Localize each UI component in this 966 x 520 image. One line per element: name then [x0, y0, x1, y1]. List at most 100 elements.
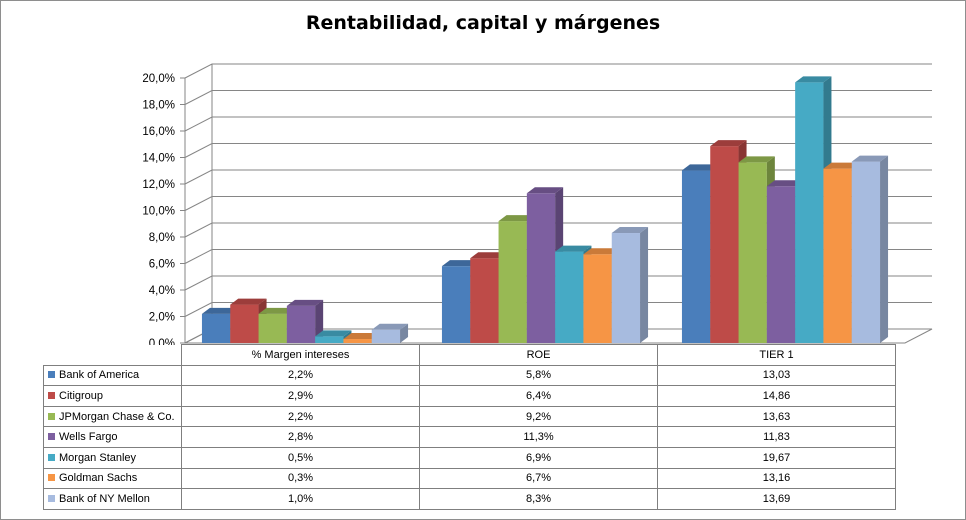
- bar: [766, 186, 796, 343]
- legend-key: [48, 474, 55, 482]
- bar: [583, 254, 612, 343]
- bar-top: [611, 227, 649, 234]
- column-header: TIER 1: [657, 344, 896, 366]
- value-cell: 5,8%: [419, 364, 658, 387]
- y-tick-label: 10,0%: [142, 206, 175, 218]
- bar-top: [230, 298, 267, 305]
- bar-top: [343, 333, 380, 340]
- bar-top: [526, 187, 564, 194]
- table-row: Bank of America 2,2% 5,8% 13,03: [43, 364, 896, 387]
- y-tick-label: 2,0%: [149, 312, 175, 324]
- legend-key: [48, 391, 55, 399]
- series-name: Bank of America: [59, 369, 140, 382]
- bar-top: [681, 164, 719, 171]
- series-name: Morgan Stanley: [59, 451, 137, 464]
- value-cell: 6,7%: [419, 467, 658, 490]
- series-name-cell: Bank of NY Mellon: [43, 488, 182, 510]
- bar-top: [823, 162, 860, 169]
- bar: [230, 304, 259, 343]
- series-name: Citigroup: [59, 389, 104, 402]
- bar: [258, 313, 287, 343]
- series-name: JPMorgan Chase & Co.: [59, 410, 175, 423]
- series-name-cell: JPMorgan Chase & Co.: [43, 405, 182, 428]
- y-tick-label: 14,0%: [142, 153, 175, 165]
- legend-key: [48, 494, 55, 502]
- table-row: Morgan Stanley 0,5% 6,9% 19,67: [43, 446, 896, 469]
- data-table: % Margen intereses ROE TIER 1 Bank of Am…: [43, 344, 896, 510]
- value-cell: 0,5%: [181, 446, 420, 469]
- bar: [315, 336, 344, 343]
- bar: [555, 251, 584, 343]
- bar-top: [441, 260, 479, 267]
- series-name: Wells Fargo: [59, 431, 118, 444]
- value-cell: 2,9%: [181, 385, 420, 407]
- bar: [611, 233, 641, 343]
- bar: [738, 162, 767, 343]
- gridline: [184, 90, 932, 105]
- bar: [441, 266, 471, 343]
- bar-top: [710, 140, 747, 147]
- gridline: [184, 63, 932, 79]
- bar-top: [555, 245, 592, 252]
- table-row: Wells Fargo 2,8% 11,3% 11,83: [43, 426, 896, 448]
- bar-side: [400, 323, 409, 343]
- value-cell: 2,2%: [181, 364, 420, 387]
- y-tick-label: 0,0%: [149, 338, 175, 345]
- series-name-cell: Citigroup: [43, 385, 182, 407]
- column-header: % Margen intereses: [181, 344, 420, 366]
- bar: [470, 258, 499, 343]
- table-header-row: % Margen intereses ROE TIER 1: [43, 344, 896, 366]
- legend-key: [48, 453, 55, 461]
- chart-title: Rentabilidad, capital y márgenes: [305, 12, 661, 34]
- y-tick-label: 8,0%: [149, 232, 175, 244]
- gridline: [184, 143, 932, 158]
- table-corner: [43, 344, 182, 366]
- y-tick-label: 6,0%: [149, 259, 175, 271]
- value-cell: 6,4%: [419, 385, 658, 407]
- legend-key: [48, 433, 55, 441]
- value-cell: 11,83: [657, 426, 896, 448]
- value-cell: 13,69: [657, 488, 896, 510]
- bar-side: [880, 155, 889, 343]
- y-tick-label: 20,0%: [142, 73, 175, 85]
- value-cell: 11,3%: [419, 426, 658, 448]
- y-tick-label: 18,0%: [142, 100, 175, 112]
- bar-top: [766, 180, 804, 187]
- bar-top: [470, 252, 507, 259]
- bar: [710, 146, 739, 343]
- series-name: Goldman Sachs: [59, 472, 138, 485]
- bar: [371, 329, 401, 343]
- value-cell: 2,8%: [181, 426, 420, 448]
- value-cell: 2,2%: [181, 405, 420, 428]
- y-tick-label: 4,0%: [149, 285, 175, 297]
- bar-top: [583, 248, 620, 255]
- bar: [201, 313, 231, 343]
- bar: [681, 170, 711, 343]
- series-name-cell: Goldman Sachs: [43, 467, 182, 490]
- bar-top: [498, 215, 535, 222]
- value-cell: 9,2%: [419, 405, 658, 428]
- bar: [498, 221, 527, 343]
- bar-top: [795, 76, 832, 83]
- bar-top: [738, 156, 775, 163]
- series-name-cell: Wells Fargo: [43, 426, 182, 448]
- value-cell: 13,03: [657, 364, 896, 387]
- table-row: Bank of NY Mellon 1,0% 8,3% 13,69: [43, 488, 896, 510]
- table-row: Citigroup 2,9% 6,4% 14,86: [43, 385, 896, 407]
- bar: [526, 193, 556, 343]
- bar-side: [640, 227, 649, 343]
- value-cell: 0,3%: [181, 467, 420, 490]
- legend-key: [48, 412, 55, 420]
- value-cell: 8,3%: [419, 488, 658, 510]
- bar-top: [258, 307, 295, 314]
- bar: [851, 161, 881, 343]
- bar: [286, 305, 316, 343]
- value-cell: 19,67: [657, 446, 896, 469]
- column-header: ROE: [419, 344, 658, 366]
- bar: [823, 168, 852, 343]
- value-cell: 13,63: [657, 405, 896, 428]
- table-row: JPMorgan Chase & Co. 2,2% 9,2% 13,63: [43, 405, 896, 428]
- y-tick-label: 16,0%: [142, 126, 175, 138]
- series-name-cell: Morgan Stanley: [43, 446, 182, 469]
- value-cell: 14,86: [657, 385, 896, 407]
